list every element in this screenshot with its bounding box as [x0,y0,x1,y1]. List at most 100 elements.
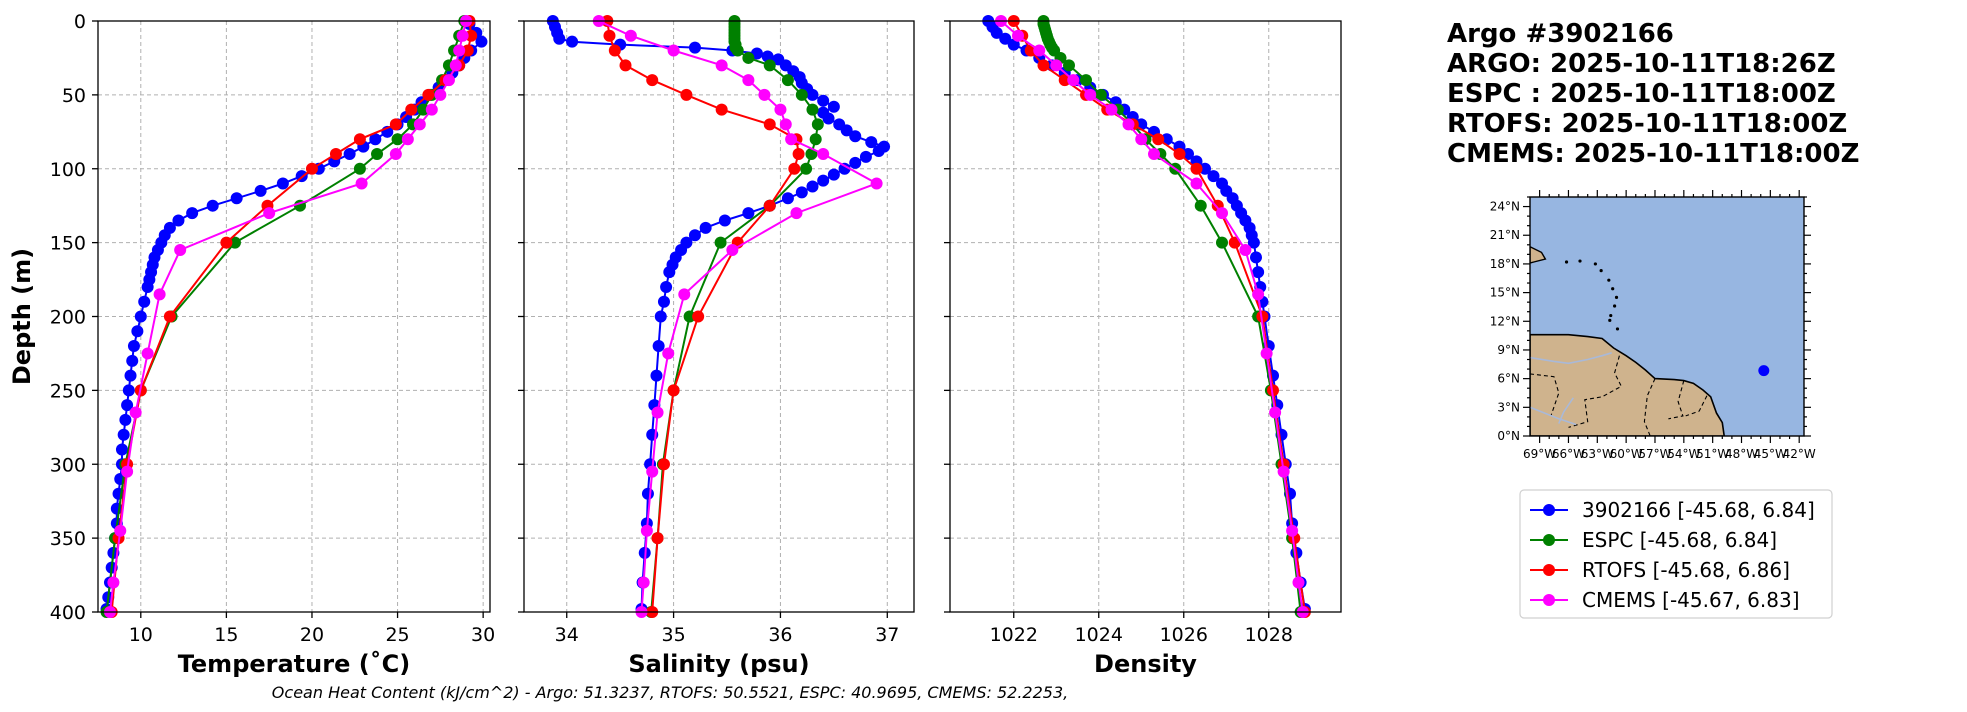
legend-marker [1543,534,1555,546]
map-border [1643,378,1656,436]
map-island-dot [1578,259,1582,263]
data-point-CMEMS [1277,465,1290,478]
data-point-RTOFS [220,236,233,249]
header-block: Argo #3902166 ARGO: 2025-10-11T18:26Z ES… [1447,19,1859,169]
y-tick-label: 100 [50,159,86,181]
x-tick-label: 35 [661,624,685,646]
map-island-dot [1608,318,1612,322]
map-island-dot [1564,260,1569,264]
data-point-RTOFS [305,162,318,175]
map-island-dot [1609,313,1613,318]
data-point-CMEMS [667,44,680,57]
map-frame [1529,196,1805,437]
data-point-3902166 [117,428,130,441]
map-lon-label: 45°W [1754,447,1787,461]
data-point-3902166 [718,214,731,227]
data-point-RTOFS [1058,74,1071,87]
x-tick-label: 25 [385,624,409,646]
map-island-dot [1614,295,1619,299]
data-point-RTOFS [692,310,705,323]
data-point-CMEMS [1260,347,1273,360]
data-point-ESPC [1216,236,1228,249]
map-island-dot [1611,287,1615,291]
data-point-ESPC [1094,88,1107,101]
data-point-CMEMS [107,576,120,589]
data-point-CMEMS [355,177,368,190]
data-point-ESPC [353,162,366,175]
data-point-3902166 [369,133,382,146]
map-lon-label: 51°W [1696,447,1729,461]
map-lon-label: 42°W [1783,447,1816,461]
data-point-3902166 [999,32,1012,45]
map-island-dot [1615,327,1620,331]
legend-label: ESPC [-45.68, 6.84] [1582,528,1777,552]
y-axis-label: Depth (m) [8,248,36,385]
legend-label: CMEMS [-45.67, 6.83] [1582,588,1800,612]
panel-temperature: 10 15 20 25 30050100150200250300350400Temper… [8,11,495,678]
data-point-3902166 [1199,162,1211,175]
map-land-group [1530,245,1726,436]
map-river [1558,397,1574,424]
data-point-CMEMS [790,207,803,220]
x-axis-label: Salinity (psu) [628,650,809,678]
data-point-CMEMS [174,244,187,257]
data-point-ESPC [763,59,776,72]
data-point-RTOFS [1037,59,1050,72]
map-lat-label: 15°N [1490,286,1520,300]
data-point-CMEMS [646,465,659,478]
data-point-3902166 [172,214,185,227]
data-point-3902166 [186,207,199,220]
data-point-RTOFS [680,88,693,101]
data-point-3902166 [654,310,667,323]
data-point-3902166 [206,199,219,212]
data-point-3902166 [827,168,840,181]
panel-density: 1022 1024 1026 1028 Density [944,15,1342,678]
data-point-CMEMS [1190,177,1203,190]
map-island-dot [1613,304,1617,308]
y-tick-label: 400 [50,602,86,624]
data-point-RTOFS [353,133,366,146]
data-point-CMEMS [715,59,728,72]
map-river [1530,406,1577,426]
map-lat-label: 24°N [1490,200,1520,214]
map-lat-label: 18°N [1490,257,1520,271]
data-point-3902166 [1207,170,1220,183]
data-point-3902166 [119,413,132,426]
data-point-CMEMS [453,44,466,57]
data-point-RTOFS [667,384,680,397]
data-point-CMEMS [1135,133,1148,146]
data-point-ESPC [714,236,727,249]
data-point-3902166 [699,221,712,234]
x-axis-label: Temperature (˚C) [178,650,411,678]
x-tick-label: 30 [471,624,495,646]
data-point-3902166 [254,184,267,197]
map-lat-label: 0°N [1497,429,1520,443]
data-point-3902166 [1182,147,1194,160]
x-tick-label: 15 [214,624,238,646]
data-point-RTOFS [163,310,176,323]
data-point-ESPC [391,133,404,146]
legend-marker [1543,564,1555,576]
data-point-ESPC [795,88,808,101]
map-lat-label: 21°N [1490,228,1520,242]
header-line-float: Argo #3902166 [1447,19,1674,49]
data-point-3902166 [566,35,579,48]
header-line-rtofs-time: RTOFS: 2025-10-11T18:00Z [1447,109,1847,139]
x-tick-label: 1028 [1245,624,1293,646]
map-border [1668,380,1685,420]
data-point-CMEMS [1067,74,1080,87]
data-point-ESPC [1194,199,1207,212]
data-point-CMEMS [1252,288,1265,301]
data-point-RTOFS [405,103,418,116]
y-tick-label: 300 [50,454,86,476]
y-tick-label: 250 [50,380,86,402]
data-point-CMEMS [121,465,134,478]
map-island [1530,245,1547,264]
x-tick-label: 1024 [1075,624,1123,646]
legend-marker [1543,594,1555,606]
legend-entry: RTOFS [-45.68, 6.86] [1530,558,1790,582]
data-point-3902166 [806,180,819,193]
data-point-RTOFS [1190,162,1203,175]
data-point-ESPC [1080,74,1092,87]
legend-entry: 3902166 [-45.68, 6.84] [1530,498,1815,522]
